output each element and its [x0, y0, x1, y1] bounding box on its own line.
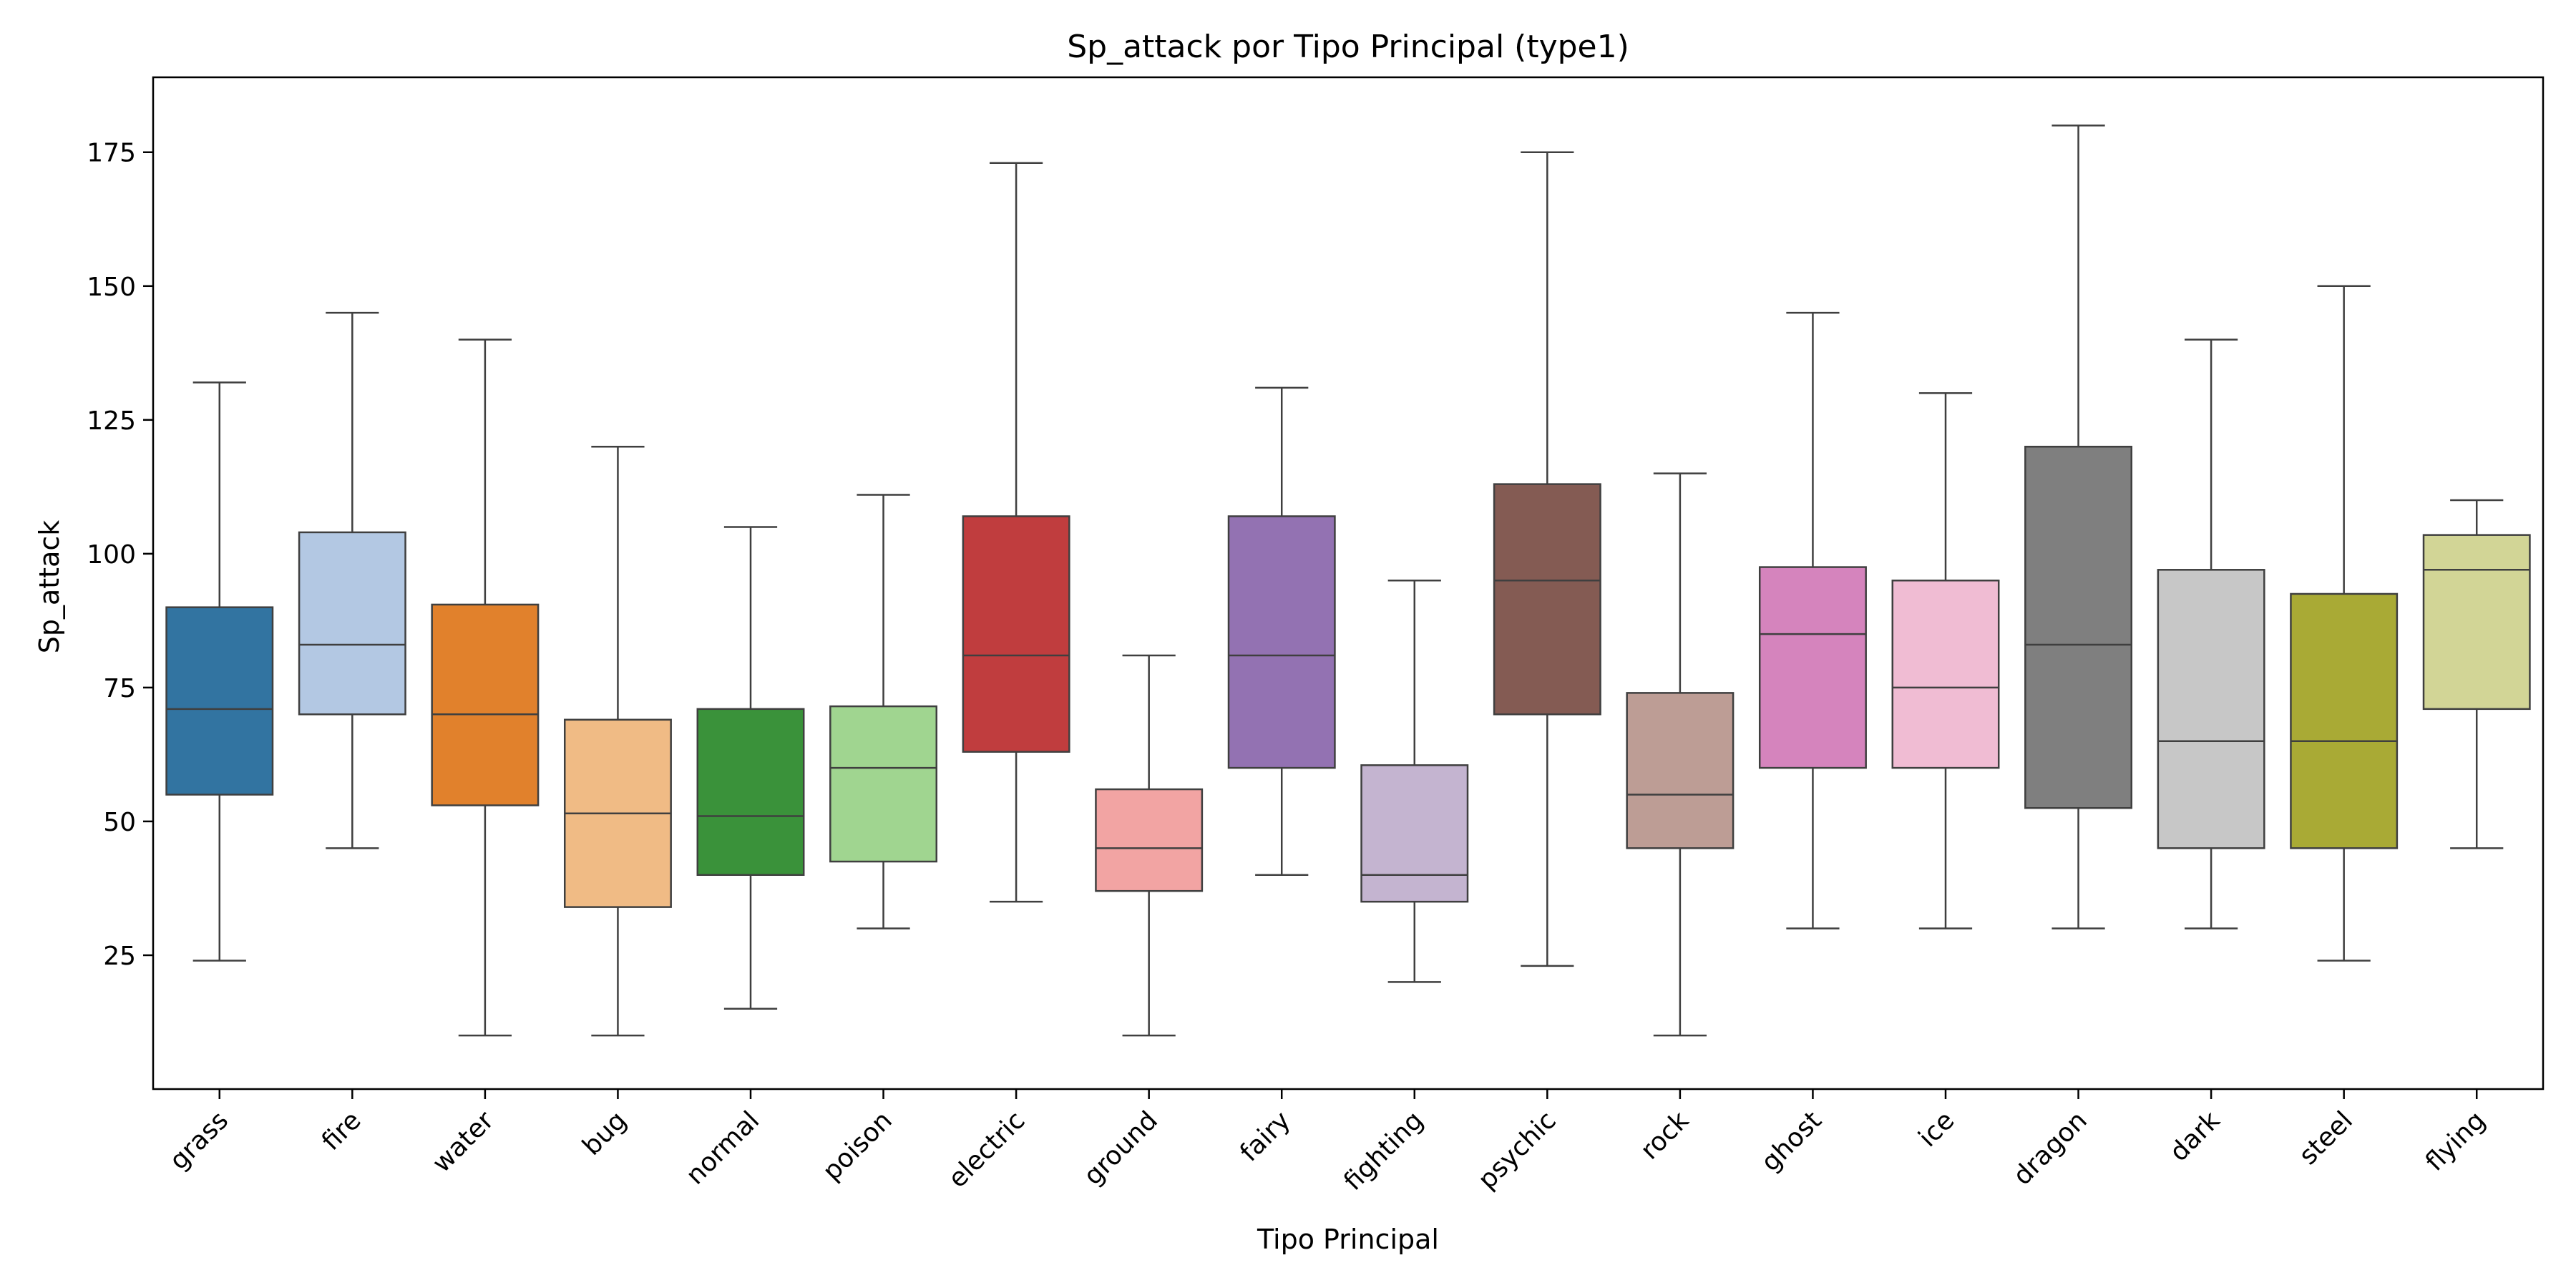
box-grass	[165, 381, 274, 962]
box-iqr	[829, 705, 938, 863]
box-iqr	[431, 603, 540, 806]
y-axis-label: Sp_attack	[34, 520, 65, 654]
box-ground	[1095, 654, 1204, 1037]
box-ice	[1891, 392, 2000, 930]
x-axis-label: Tipo Principal	[1257, 1224, 1439, 1255]
box-iqr	[298, 531, 406, 716]
box-iqr	[1227, 515, 1336, 769]
box-electric	[962, 162, 1070, 903]
box-ghost	[1758, 311, 1867, 930]
x-tick-label: dark	[2165, 1106, 2226, 1167]
plot-frame	[152, 76, 2545, 1091]
box-iqr	[1891, 580, 2000, 769]
x-tick-label: ghost	[1756, 1106, 1828, 1177]
y-tick-label: 50	[103, 808, 136, 837]
box-iqr	[1758, 566, 1867, 769]
y-tick-label: 75	[103, 674, 136, 703]
x-tick-label: fighting	[1338, 1106, 1429, 1196]
x-tick-label: flying	[2420, 1106, 2491, 1176]
box-iqr	[1360, 764, 1469, 903]
box-poison	[829, 494, 938, 930]
y-tick-label: 150	[87, 273, 136, 302]
x-tick-label: normal	[680, 1106, 765, 1190]
box-iqr	[2024, 445, 2133, 809]
plot-area: 25 50 75 100 125 150 175 grass fire water bug norma…	[87, 125, 2531, 1196]
box-normal	[696, 526, 805, 1010]
box-iqr	[2422, 534, 2531, 711]
box-flying	[2422, 499, 2531, 849]
box-iqr	[962, 515, 1070, 753]
box-rock	[1626, 472, 1735, 1037]
box-iqr	[1095, 788, 1204, 892]
box-dragon	[2024, 125, 2133, 930]
box-fighting	[1360, 580, 1469, 983]
y-tick-label: 125	[87, 406, 136, 436]
x-tick-label: electric	[943, 1106, 1031, 1194]
y-tick-label: 100	[87, 540, 136, 570]
x-tick-label: ice	[1913, 1106, 1961, 1153]
y-tick-label: 175	[87, 139, 136, 168]
x-tick-label: rock	[1635, 1106, 1694, 1165]
box-steel	[2290, 285, 2399, 962]
x-tick-label: steel	[2293, 1106, 2358, 1171]
box-fire	[298, 311, 406, 849]
box-psychic	[1493, 151, 1601, 967]
box-dark	[2157, 338, 2265, 930]
x-tick-label: water	[427, 1106, 500, 1179]
x-tick-label: grass	[164, 1106, 234, 1176]
x-tick-label: fairy	[1234, 1106, 1296, 1167]
box-iqr	[2290, 592, 2399, 849]
x-tick-label: fire	[316, 1106, 367, 1156]
x-tick-label: psychic	[1473, 1106, 1562, 1195]
box-iqr	[165, 606, 274, 796]
box-iqr	[696, 708, 805, 876]
x-tick-label: bug	[577, 1106, 632, 1161]
box-iqr	[1626, 692, 1735, 849]
x-tick-label: dragon	[2008, 1106, 2093, 1191]
y-tick-label: 25	[103, 942, 136, 971]
box-bug	[563, 445, 672, 1037]
box-fairy	[1227, 386, 1336, 876]
box-iqr	[2157, 569, 2265, 849]
chart-title: Sp_attack por Tipo Principal (type1)	[1067, 29, 1629, 65]
x-tick-label: poison	[817, 1106, 898, 1186]
box-water	[431, 338, 540, 1037]
x-tick-label: ground	[1078, 1106, 1163, 1191]
box-iqr	[1493, 483, 1601, 716]
